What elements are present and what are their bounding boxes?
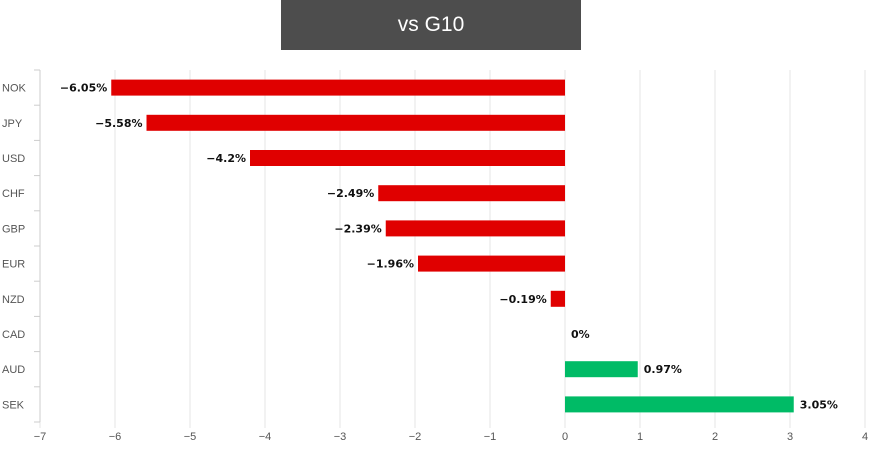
x-tick-label: −5: [184, 431, 197, 443]
data-label: 3.05%: [800, 398, 838, 411]
x-tick-label: 1: [637, 431, 643, 443]
x-tick-label: 3: [787, 431, 793, 443]
bar: [565, 396, 794, 413]
x-tick-label: −6: [109, 431, 122, 443]
category-label: GBP: [2, 223, 25, 235]
data-label: 0%: [571, 328, 590, 341]
bar: [146, 114, 565, 131]
category-label: NZD: [2, 294, 25, 306]
chart-title: vs G10: [281, 0, 581, 50]
x-tick-label: −3: [334, 431, 347, 443]
category-label: EUR: [2, 259, 25, 271]
data-label: 0.97%: [644, 363, 682, 376]
bar: [418, 255, 565, 272]
data-label: −0.19%: [499, 293, 546, 306]
bar: [111, 79, 565, 96]
data-label: −1.96%: [367, 258, 414, 271]
data-label: −6.05%: [60, 82, 107, 95]
data-label: −2.39%: [334, 222, 381, 235]
bar: [385, 220, 565, 237]
bar: [565, 361, 638, 378]
category-label: NOK: [2, 83, 27, 95]
x-tick-label: −4: [259, 431, 272, 443]
category-label: SEK: [2, 399, 25, 411]
x-tick-label: −7: [34, 431, 47, 443]
data-label: −2.49%: [327, 187, 374, 200]
bar: [250, 150, 565, 166]
x-tick-label: −2: [409, 431, 422, 443]
bar: [550, 290, 565, 307]
category-label: CHF: [2, 188, 25, 200]
x-tick-label: 4: [862, 431, 868, 443]
category-label: AUD: [2, 364, 25, 376]
category-label: JPY: [2, 118, 23, 130]
x-tick-label: −1: [484, 431, 497, 443]
category-label: CAD: [2, 329, 25, 341]
bar: [378, 185, 565, 202]
x-tick-label: 0: [562, 431, 568, 443]
data-label: −5.58%: [95, 117, 142, 130]
category-label: USD: [2, 153, 25, 165]
x-tick-label: 2: [712, 431, 718, 443]
data-label: −4.2%: [206, 152, 246, 165]
